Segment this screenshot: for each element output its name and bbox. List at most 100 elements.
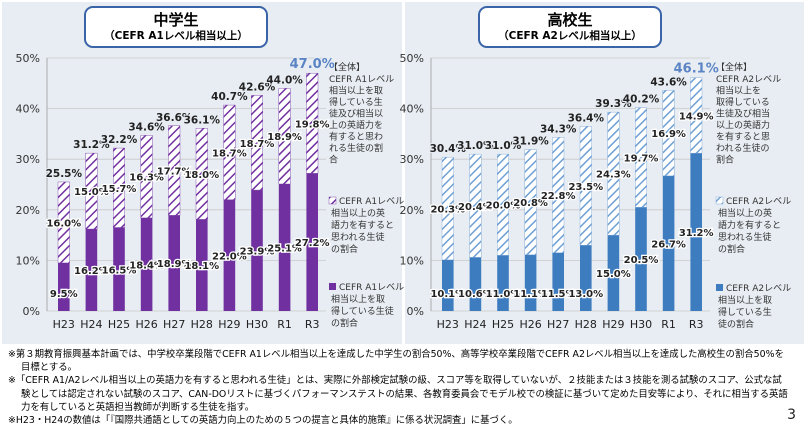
hs-data-label-hatch: 24.3% bbox=[596, 170, 631, 181]
jhs-legend-hatch-text: CEFR A1レベル bbox=[339, 197, 404, 207]
hs-data-label-hatch: 20.4% bbox=[458, 202, 493, 213]
jhs-data-label-hatch: 16.0% bbox=[46, 218, 81, 229]
jhs-bar-hatch bbox=[85, 152, 98, 230]
footnotes: ※第３期教育振興基本計画では、中学校卒業段階でCEFR A1レベル相当以上を達成… bbox=[8, 348, 788, 427]
jhs-bar-solid bbox=[58, 262, 70, 311]
jhs-bar-solid bbox=[140, 217, 153, 311]
hs-data-label-solid: 20.5% bbox=[624, 255, 659, 266]
hs-bar-hatch bbox=[607, 111, 620, 236]
jhs-total-label: 36.1% bbox=[184, 114, 221, 126]
jhs-y-tick-label: 0% bbox=[23, 305, 40, 318]
jhs-legend-total-text: れる生徒の割 bbox=[329, 142, 383, 154]
hs-legend-hatch-swatch bbox=[715, 196, 724, 205]
jhs-total-label: 31.2% bbox=[73, 139, 110, 151]
jhs-data-label-solid: 18.1% bbox=[184, 261, 219, 272]
jhs-data-label-solid: 22.0% bbox=[212, 251, 247, 262]
jhs-x-tick-label: H26 bbox=[135, 318, 157, 331]
jhs-data-label-hatch: 17.7% bbox=[157, 167, 192, 178]
chart-high-school: 0% 10% 20% 30% 40% 50% H23 10.1% 20.3% 30.4% H24 10… bbox=[400, 52, 792, 331]
hs-total-label: 36.4% bbox=[568, 112, 605, 124]
hs-x-tick-label: H30 bbox=[630, 318, 652, 331]
jhs-data-label-hatch: 18.7% bbox=[212, 148, 247, 159]
jhs-y-tick-label: 10% bbox=[16, 254, 40, 267]
hs-legend-hatch-text: 相当以上の英 bbox=[718, 207, 772, 219]
hs-x-tick-label: R1 bbox=[661, 318, 676, 331]
hs-legend-solid-text: 相当以上を取 bbox=[718, 294, 772, 306]
hs-x-tick-label: R3 bbox=[689, 318, 704, 331]
jhs-legend-total-text: 得している生 bbox=[329, 96, 383, 108]
jhs-y-tick-label: 30% bbox=[16, 153, 40, 166]
hs-total-label: 34.3% bbox=[540, 123, 577, 135]
hs-data-label-solid: 11.1% bbox=[513, 289, 548, 300]
chart-subtitle-high-school: （CEFR A2レベル相当以上） bbox=[498, 30, 642, 42]
hs-bar-solid bbox=[497, 255, 509, 311]
hs-data-label-hatch: 16.9% bbox=[651, 129, 686, 140]
hs-x-tick-label: H28 bbox=[575, 318, 597, 331]
hs-x-tick-label: H25 bbox=[492, 318, 514, 331]
jhs-bar-solid bbox=[113, 227, 125, 311]
jhs-x-tick-label: H27 bbox=[163, 318, 185, 331]
hs-data-label-solid: 10.1% bbox=[430, 289, 465, 300]
jhs-x-tick-label: H30 bbox=[246, 318, 268, 331]
hs-bar-hatch bbox=[662, 90, 675, 177]
jhs-x-tick-label: H25 bbox=[108, 318, 130, 331]
hs-bar-solid bbox=[662, 175, 675, 311]
jhs-legend-solid-text: 得している生徒 bbox=[331, 305, 394, 317]
hs-total-label: 31.0% bbox=[457, 140, 494, 152]
hs-data-label-solid: 26.7% bbox=[651, 239, 686, 250]
hs-y-tick-label: 50% bbox=[400, 52, 424, 65]
jhs-data-label-solid: 27.2% bbox=[295, 238, 330, 249]
hs-bar-solid bbox=[690, 153, 702, 311]
hs-bar-hatch bbox=[469, 153, 482, 258]
jhs-total-label: 44.0% bbox=[266, 74, 303, 86]
hs-data-label-solid: 10.6% bbox=[458, 289, 493, 300]
jhs-legend-hatch-text: 語力を有すると bbox=[331, 219, 394, 231]
jhs-bar-hatch bbox=[278, 88, 291, 185]
hs-bar-hatch bbox=[441, 156, 454, 261]
footnote-goal: ※第３期教育振興基本計画では、中学校卒業段階でCEFR A1レベル相当以上を達成… bbox=[8, 349, 784, 374]
jhs-data-label-solid: 18.9% bbox=[157, 259, 192, 270]
hs-x-tick-label: H27 bbox=[547, 318, 569, 331]
jhs-bar-hatch bbox=[251, 95, 263, 191]
jhs-bar-solid bbox=[306, 173, 318, 311]
hs-data-label-solid: 11.5% bbox=[541, 289, 576, 300]
jhs-bar-hatch bbox=[57, 181, 70, 264]
hs-bar-hatch bbox=[552, 137, 565, 254]
hs-data-label-hatch: 20.3% bbox=[430, 205, 465, 216]
jhs-data-label-hatch: 15.0% bbox=[74, 187, 109, 198]
hs-total-label: 43.6% bbox=[650, 76, 687, 88]
jhs-bar-solid bbox=[168, 215, 180, 311]
hs-x-tick-label: H24 bbox=[464, 318, 486, 331]
jhs-total-label: 47.0% bbox=[290, 57, 335, 72]
jhs-total-label: 40.7% bbox=[211, 91, 248, 103]
hs-total-label: 31.0% bbox=[485, 140, 522, 152]
jhs-data-label-hatch: 18.0% bbox=[184, 170, 219, 181]
hs-legend-hatch-text: 語力を有すると bbox=[718, 219, 781, 231]
chart-title-box-high-school: 高校生 （CEFR A2レベル相当以上） bbox=[478, 6, 662, 48]
page-number: 3 bbox=[787, 407, 796, 423]
hs-total-label: 40.2% bbox=[623, 94, 660, 106]
hs-bar-hatch bbox=[579, 126, 592, 246]
jhs-bar-solid bbox=[85, 229, 98, 311]
jhs-legend-total-text: 徒及び相当以 bbox=[329, 108, 383, 120]
jhs-total-label: 36.6% bbox=[156, 112, 193, 124]
chart-title-junior-high: 中学生 bbox=[153, 11, 199, 29]
hs-total-label: 30.4% bbox=[430, 143, 467, 155]
jhs-data-label-hatch: 18.7% bbox=[240, 139, 275, 150]
hs-x-tick-label: H26 bbox=[519, 318, 541, 331]
hs-legend-hatch-text: の割合 bbox=[718, 243, 745, 255]
chart-subtitle-junior-high: （CEFR A1レベル相当以上） bbox=[104, 30, 248, 42]
hs-x-tick-label: H23 bbox=[437, 318, 459, 331]
jhs-data-label-solid: 23.9% bbox=[240, 247, 275, 258]
jhs-total-label: 34.6% bbox=[128, 121, 165, 133]
hs-bar-solid bbox=[552, 252, 564, 311]
chart-title-high-school: 高校生 bbox=[547, 11, 593, 29]
jhs-total-label: 32.2% bbox=[101, 134, 138, 146]
hs-legend-solid-text: 徒の割合 bbox=[718, 318, 754, 330]
hs-bar-solid bbox=[442, 259, 454, 311]
hs-legend-solid-swatch bbox=[716, 284, 723, 291]
hs-legend-total-text: を有すると思 bbox=[716, 131, 770, 143]
hs-bar-hatch bbox=[497, 153, 509, 256]
hs-y-tick-label: 0% bbox=[407, 305, 424, 318]
hs-bar-solid bbox=[524, 254, 537, 311]
